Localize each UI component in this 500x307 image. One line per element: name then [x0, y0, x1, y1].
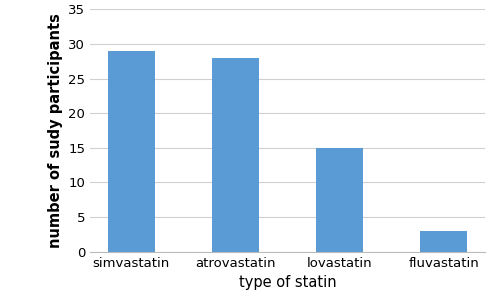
- Bar: [420, 231, 467, 252]
- Bar: [316, 148, 363, 252]
- Bar: [108, 51, 155, 252]
- X-axis label: type of statin: type of statin: [238, 275, 336, 290]
- Bar: [212, 58, 259, 252]
- Y-axis label: number of sudy participants: number of sudy participants: [48, 13, 62, 248]
